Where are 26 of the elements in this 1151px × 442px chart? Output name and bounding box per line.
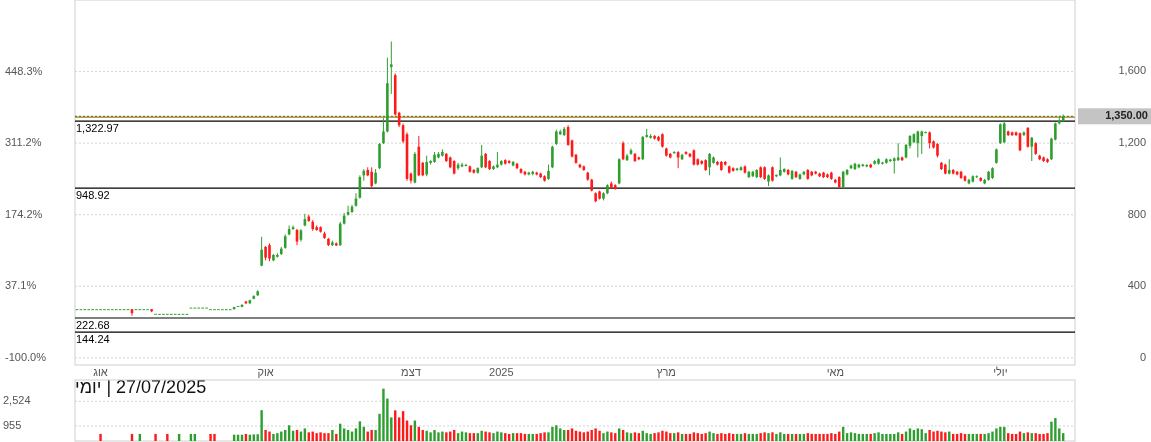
y2-tick-label: 448.3%	[5, 64, 43, 77]
y2-tick-label: 37.1%	[5, 279, 37, 292]
ref-line-label: 1,322.97	[76, 122, 119, 135]
ref-line-label: 144.24	[76, 333, 110, 346]
y2-tick-label: 174.2%	[5, 207, 43, 220]
y-tick-label: 1,200	[1118, 136, 1146, 149]
ref-line-label: 948.92	[76, 189, 110, 202]
x-tick-label: אוק	[257, 365, 274, 378]
text: 27/07/2025 | יומי	[75, 376, 207, 397]
y-tick-label: 0	[1139, 350, 1146, 363]
y-tick-label: 400	[1127, 279, 1146, 292]
y-tick-label: 800	[1127, 207, 1146, 220]
y-tick-label: 2,524	[3, 394, 31, 407]
ref-line-label: 222.68	[76, 319, 110, 331]
x-tick-label: מאי	[826, 365, 844, 378]
x-tick-label: מרץ	[656, 365, 676, 378]
x-tick-label: 2025	[489, 365, 514, 378]
y2-tick-label: 311.2%	[5, 136, 42, 149]
x-tick-label: דצמ	[401, 365, 421, 378]
x-tick-label: אוג	[93, 365, 108, 378]
y-tick-label: 955	[3, 418, 22, 431]
ref-line-label: 1,350.00	[1105, 109, 1148, 122]
price-tag: 1,350.00	[1078, 108, 1151, 125]
y-tick-label: 1,600	[1118, 64, 1146, 77]
x-tick-label: יולי	[993, 365, 1008, 378]
y2-tick-label: -100.0%	[5, 350, 47, 363]
